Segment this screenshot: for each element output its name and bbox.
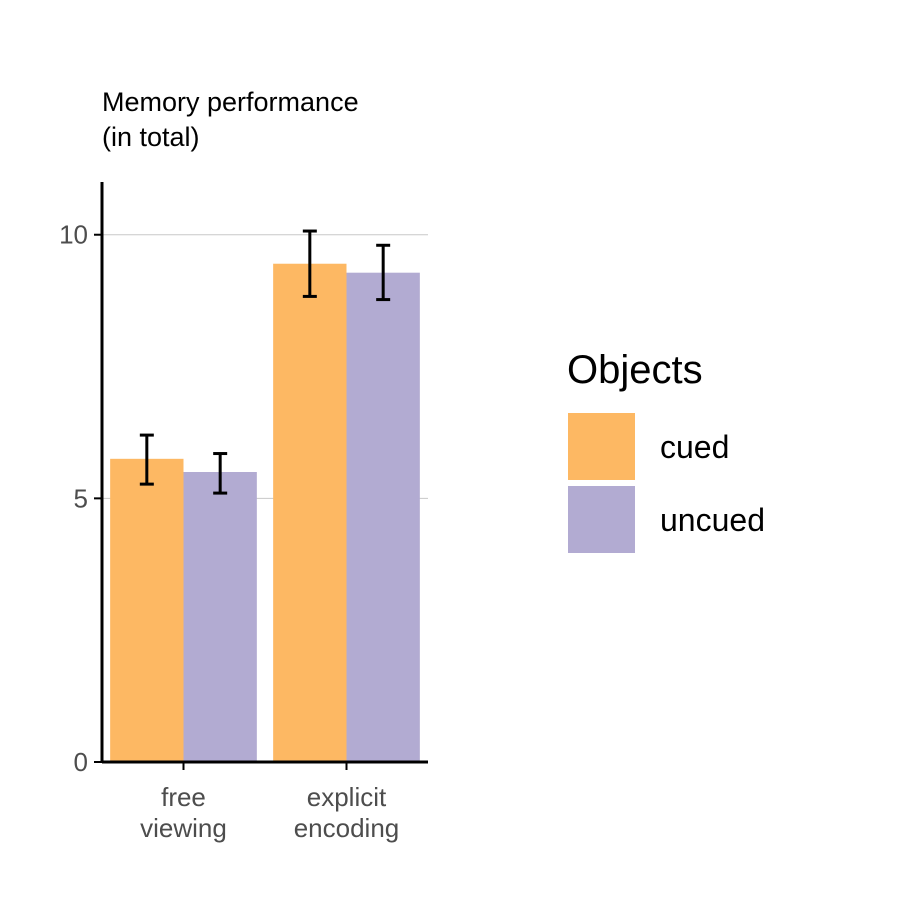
bar-cued-1 (273, 263, 347, 762)
x-tick-label-line: free (161, 782, 206, 812)
error-bar-uncued-0 (213, 452, 228, 495)
y-tick-label-0: 0 (74, 747, 88, 777)
bar-uncued-0 (183, 472, 257, 762)
legend-label-uncued: uncued (660, 502, 765, 538)
error-bar-cued-1 (302, 229, 317, 298)
x-tick-label-line: explicit (307, 782, 387, 812)
legend-items: cued uncued (568, 413, 765, 553)
bars (110, 263, 420, 762)
legend: Objects cued uncued (567, 348, 765, 553)
x-tick-label-1: explicit encoding (294, 782, 400, 843)
y-axis-ticks: 0 5 10 (59, 220, 102, 777)
x-tick-label-line: encoding (294, 813, 400, 843)
x-tick-label-line: viewing (140, 813, 227, 843)
x-axis-ticks: free viewing explicit encoding (140, 762, 399, 843)
legend-label-cued: cued (660, 429, 729, 465)
y-axis-title-line-1: Memory performance (102, 87, 359, 117)
bar-cued-0 (110, 458, 184, 762)
error-bars (139, 229, 391, 495)
legend-key-uncued (568, 486, 635, 553)
x-tick-label-0: free viewing (140, 782, 227, 843)
error-bar-uncued-1 (376, 243, 391, 302)
y-tick-label-10: 10 (59, 220, 88, 250)
axes (100, 182, 428, 764)
error-bar-cued-0 (139, 433, 154, 486)
y-axis-title: Memory performance (in total) (102, 87, 366, 152)
bar-uncued-1 (346, 272, 420, 762)
y-axis-title-line-2: (in total) (102, 122, 200, 152)
legend-title: Objects (567, 348, 703, 392)
y-tick-label-5: 5 (74, 483, 88, 513)
legend-key-cued (568, 413, 635, 480)
